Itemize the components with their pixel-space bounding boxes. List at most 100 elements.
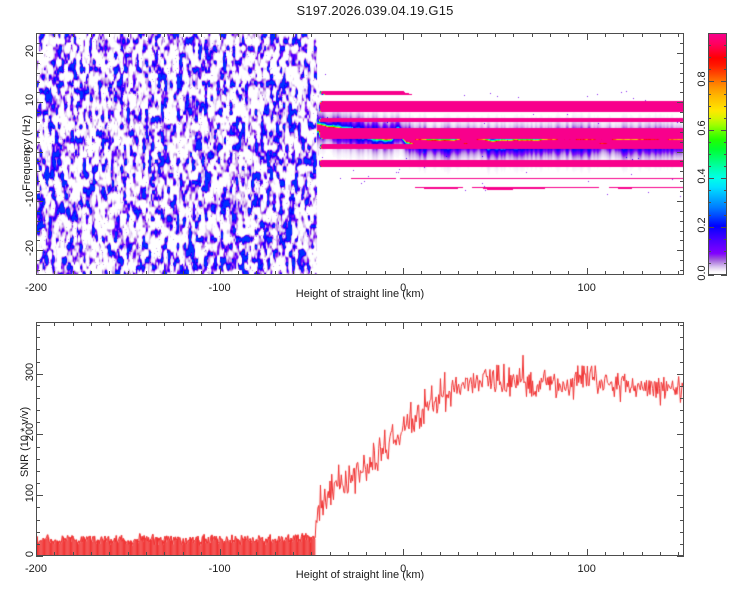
axis-tick (146, 322, 147, 326)
axis-tick (532, 322, 533, 326)
axis-tick (642, 271, 643, 275)
axis-tick (724, 118, 727, 119)
axis-tick (36, 532, 40, 533)
axis-tick (36, 231, 40, 232)
axis-tick (708, 118, 711, 119)
axis-tick (724, 33, 727, 34)
axis-tick (91, 33, 92, 37)
axis-tick (587, 322, 588, 329)
axis-tick (36, 483, 40, 484)
axis-tick (680, 132, 684, 133)
axis-tick (91, 271, 92, 275)
axis-tick (724, 215, 727, 216)
axis-tick (724, 202, 727, 203)
snr-xlabel: Height of straight line (km) (295, 569, 425, 581)
axis-tick (678, 33, 679, 37)
axis-tick (677, 556, 684, 557)
axis-tick (403, 322, 404, 329)
axis-tick (680, 171, 684, 172)
axis-tick (311, 33, 312, 37)
axis-tick (477, 33, 478, 37)
axis-tick (36, 43, 40, 44)
axis-tick (421, 271, 422, 275)
axis-tick (708, 275, 714, 276)
axis-tick-label: -100 (208, 282, 231, 294)
axis-tick (513, 271, 514, 275)
axis-tick (366, 322, 367, 326)
axis-tick (677, 53, 684, 54)
axis-tick (680, 191, 684, 192)
axis-tick (680, 122, 684, 123)
axis-tick (348, 322, 349, 326)
axis-tick (680, 211, 684, 212)
axis-tick (238, 33, 239, 37)
axis-tick (680, 142, 684, 143)
axis-tick-label: 0 (400, 563, 407, 575)
axis-tick (366, 271, 367, 275)
axis-tick (495, 33, 496, 37)
axis-tick (724, 154, 727, 155)
axis-tick (724, 190, 727, 191)
axis-tick-label: 0.8 (696, 71, 708, 88)
axis-tick (708, 215, 711, 216)
axis-tick (568, 33, 569, 37)
axis-tick (36, 33, 37, 40)
axis-tick (550, 552, 551, 556)
axis-tick (128, 552, 129, 556)
axis-tick (36, 410, 40, 411)
axis-tick (238, 271, 239, 275)
axis-tick (708, 227, 714, 228)
axis-tick (54, 33, 55, 37)
axis-tick (680, 459, 684, 460)
axis-tick (311, 271, 312, 275)
axis-tick (36, 112, 40, 113)
axis-tick (36, 459, 40, 460)
axis-tick (623, 322, 624, 326)
axis-tick (680, 532, 684, 533)
axis-tick (680, 43, 684, 44)
axis-tick (36, 122, 40, 123)
spectrogram-xlabel: Height of straight line (km) (295, 288, 425, 300)
axis-tick (708, 33, 711, 34)
axis-tick (201, 271, 202, 275)
axis-tick (366, 552, 367, 556)
axis-tick (724, 263, 727, 264)
axis-tick (440, 322, 441, 326)
axis-tick (36, 221, 40, 222)
axis-tick (680, 422, 684, 423)
axis-tick (623, 271, 624, 275)
axis-tick (36, 171, 40, 172)
axis-tick (36, 447, 40, 448)
axis-tick (36, 422, 40, 423)
axis-tick (678, 271, 679, 275)
axis-tick (330, 322, 331, 326)
axis-tick (458, 33, 459, 37)
axis-tick (680, 447, 684, 448)
axis-tick (680, 398, 684, 399)
axis-tick (348, 271, 349, 275)
axis-tick (220, 268, 221, 275)
axis-tick (708, 69, 711, 70)
axis-tick (660, 322, 661, 326)
axis-tick (680, 410, 684, 411)
axis-tick (421, 552, 422, 556)
axis-tick (36, 73, 40, 74)
axis-tick (36, 544, 40, 545)
axis-tick (385, 33, 386, 37)
axis-tick-label: 0 (24, 550, 36, 558)
axis-tick (385, 552, 386, 556)
axis-tick (36, 398, 40, 399)
axis-tick (680, 63, 684, 64)
axis-tick (678, 322, 679, 326)
axis-tick (275, 322, 276, 326)
axis-tick (91, 322, 92, 326)
axis-tick (724, 45, 727, 46)
axis-tick (724, 142, 727, 143)
axis-tick (708, 94, 711, 95)
axis-tick (146, 271, 147, 275)
axis-tick (680, 112, 684, 113)
axis-tick (550, 271, 551, 275)
axis-tick (220, 33, 221, 40)
axis-tick (680, 82, 684, 83)
